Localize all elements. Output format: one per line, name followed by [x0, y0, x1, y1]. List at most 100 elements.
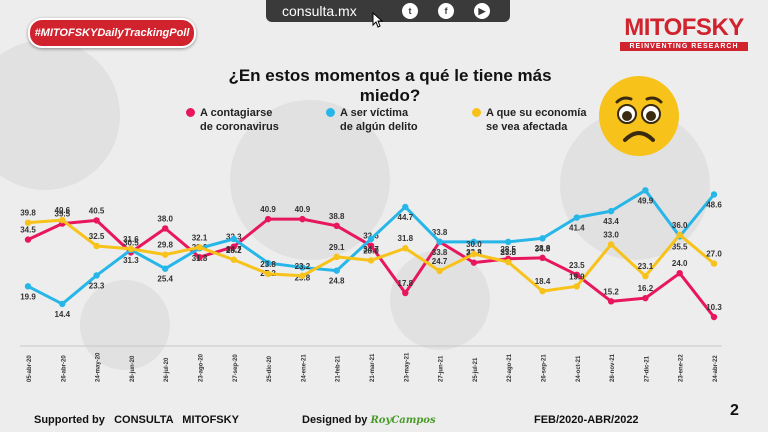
data-label-delito: 34.7 [363, 245, 379, 254]
data-point-contagio [470, 259, 478, 266]
data-point-economia [196, 244, 203, 251]
data-label-economia: 27.5 [500, 248, 516, 257]
legend-label: se vea afectada [486, 121, 568, 133]
data-label-contagio: 39.5 [55, 210, 71, 219]
chart-title: ¿En estos momentos a qué le tiene más mi… [228, 66, 552, 105]
data-point-economia [162, 251, 169, 258]
footer-designed: Designed by RoyCampos [302, 414, 436, 426]
data-point-delito [230, 235, 237, 243]
data-point-contagio [162, 225, 169, 232]
data-label-delito: 25.4 [157, 275, 173, 284]
data-label-contagio: 10.3 [706, 303, 722, 312]
data-label-delito: 23.3 [89, 281, 105, 290]
data-point-economia [59, 216, 66, 224]
tracking-poll-badge: #MITOFSKYDailyTrackingPoll [28, 18, 196, 48]
designed-by-label: Designed by [302, 414, 368, 426]
data-label-contagio: 38.8 [329, 212, 345, 221]
data-point-delito [436, 238, 443, 246]
data-point-contagio [230, 243, 237, 250]
data-label-contagio: 40.5 [89, 206, 105, 215]
youtube-icon[interactable]: ▶ [474, 3, 490, 19]
data-label-delito: 31.3 [123, 256, 139, 265]
legend-item-economia: A que su economía se vea afectada [472, 106, 587, 134]
data-label-delito: 48.6 [706, 200, 722, 209]
data-point-contagio [710, 313, 718, 321]
data-point-delito [162, 265, 169, 272]
x-tick-label: 24-abr-22 [713, 355, 719, 382]
data-point-economia [436, 267, 443, 275]
x-tick-label: 24-may-20 [96, 352, 102, 382]
data-label-contagio: 40.9 [295, 205, 311, 214]
data-label-delito: 43.4 [603, 217, 619, 226]
data-label-delito: 34.7 [226, 245, 242, 254]
data-label-economia: 19.9 [569, 272, 585, 281]
data-point-delito [505, 238, 512, 246]
brand-tagline: REINVENTING RESEARCH [620, 42, 748, 51]
data-point-contagio [196, 254, 203, 261]
data-point-economia [539, 287, 546, 295]
data-point-economia [299, 272, 306, 279]
data-label-contagio: 30.5 [123, 238, 139, 247]
supported-by-label: Supported by [34, 414, 105, 426]
x-tick-label: 27-sep-20 [233, 354, 239, 382]
data-point-delito [264, 259, 272, 267]
data-label-contagio: 33.8 [432, 228, 448, 237]
twitter-icon[interactable]: t [402, 3, 418, 19]
data-point-economia [573, 283, 580, 290]
data-label-delito: 24.8 [329, 277, 345, 286]
data-label-economia: 33.0 [603, 230, 619, 239]
background-virus-shape [390, 250, 490, 350]
data-label-delito: 44.7 [398, 213, 414, 222]
data-label-economia: 28.0 [363, 246, 379, 255]
legend-label: A ser víctima [340, 107, 409, 119]
data-point-economia [607, 241, 615, 248]
data-label-contagio: 40.9 [260, 205, 276, 214]
data-label-delito: 49.9 [638, 196, 654, 205]
x-tick-label: 28-jun-20 [130, 355, 136, 382]
data-label-economia: 29.1 [329, 243, 345, 252]
legend-item-delito: A ser víctima de algún delito [326, 106, 418, 134]
data-point-economia [676, 231, 683, 238]
designer-signature: RoyCampos [370, 415, 436, 426]
data-label-contagio: 16.2 [638, 284, 654, 293]
data-point-economia [470, 250, 478, 258]
legend-label: A que su economía [486, 107, 587, 119]
x-tick-label: 25-jul-21 [473, 357, 479, 382]
x-tick-label: 05-abr-20 [27, 355, 33, 382]
data-point-economia [93, 242, 100, 250]
data-label-contagio: 17.8 [398, 279, 414, 288]
data-label-economia: 32.1 [192, 233, 208, 242]
supporter-name: CONSULTA MITOFSKY [114, 414, 239, 426]
data-point-contagio [333, 222, 340, 230]
data-label-delito: 35.5 [672, 242, 688, 251]
legend-swatch [472, 108, 481, 117]
data-point-delito [573, 214, 580, 221]
brand-logo: MITOFSKY REINVENTING RESEARCH [614, 14, 754, 51]
data-point-economia [642, 272, 649, 280]
data-label-economia: 39.8 [20, 209, 36, 218]
data-label-economia: 23.1 [638, 262, 654, 271]
legend-label: de algún delito [340, 121, 418, 133]
data-point-contagio [539, 254, 546, 262]
data-label-delito: 41.4 [569, 224, 585, 233]
x-tick-label: 22-ago-21 [507, 353, 513, 382]
data-point-economia [264, 270, 272, 278]
data-label-economia: 40.6 [55, 206, 71, 215]
x-tick-label: 23-ene-22 [679, 354, 685, 382]
data-point-economia [333, 253, 340, 261]
page-number: 2 [730, 402, 739, 419]
data-label-contagio: 24.0 [672, 259, 688, 268]
data-point-delito [402, 203, 409, 211]
data-point-contagio [642, 294, 649, 302]
data-label-economia: 29.8 [157, 241, 173, 250]
data-label-economia: 27.0 [706, 250, 722, 259]
data-label-delito: 34.9 [535, 244, 551, 253]
data-point-delito [24, 283, 32, 290]
site-link[interactable]: consulta.mx [282, 3, 357, 19]
facebook-icon[interactable]: f [438, 3, 454, 19]
data-point-contagio [402, 289, 409, 297]
data-point-contagio [607, 298, 615, 305]
data-point-delito [367, 235, 375, 243]
data-point-economia [505, 258, 512, 266]
data-label-contagio: 28.5 [500, 245, 516, 254]
